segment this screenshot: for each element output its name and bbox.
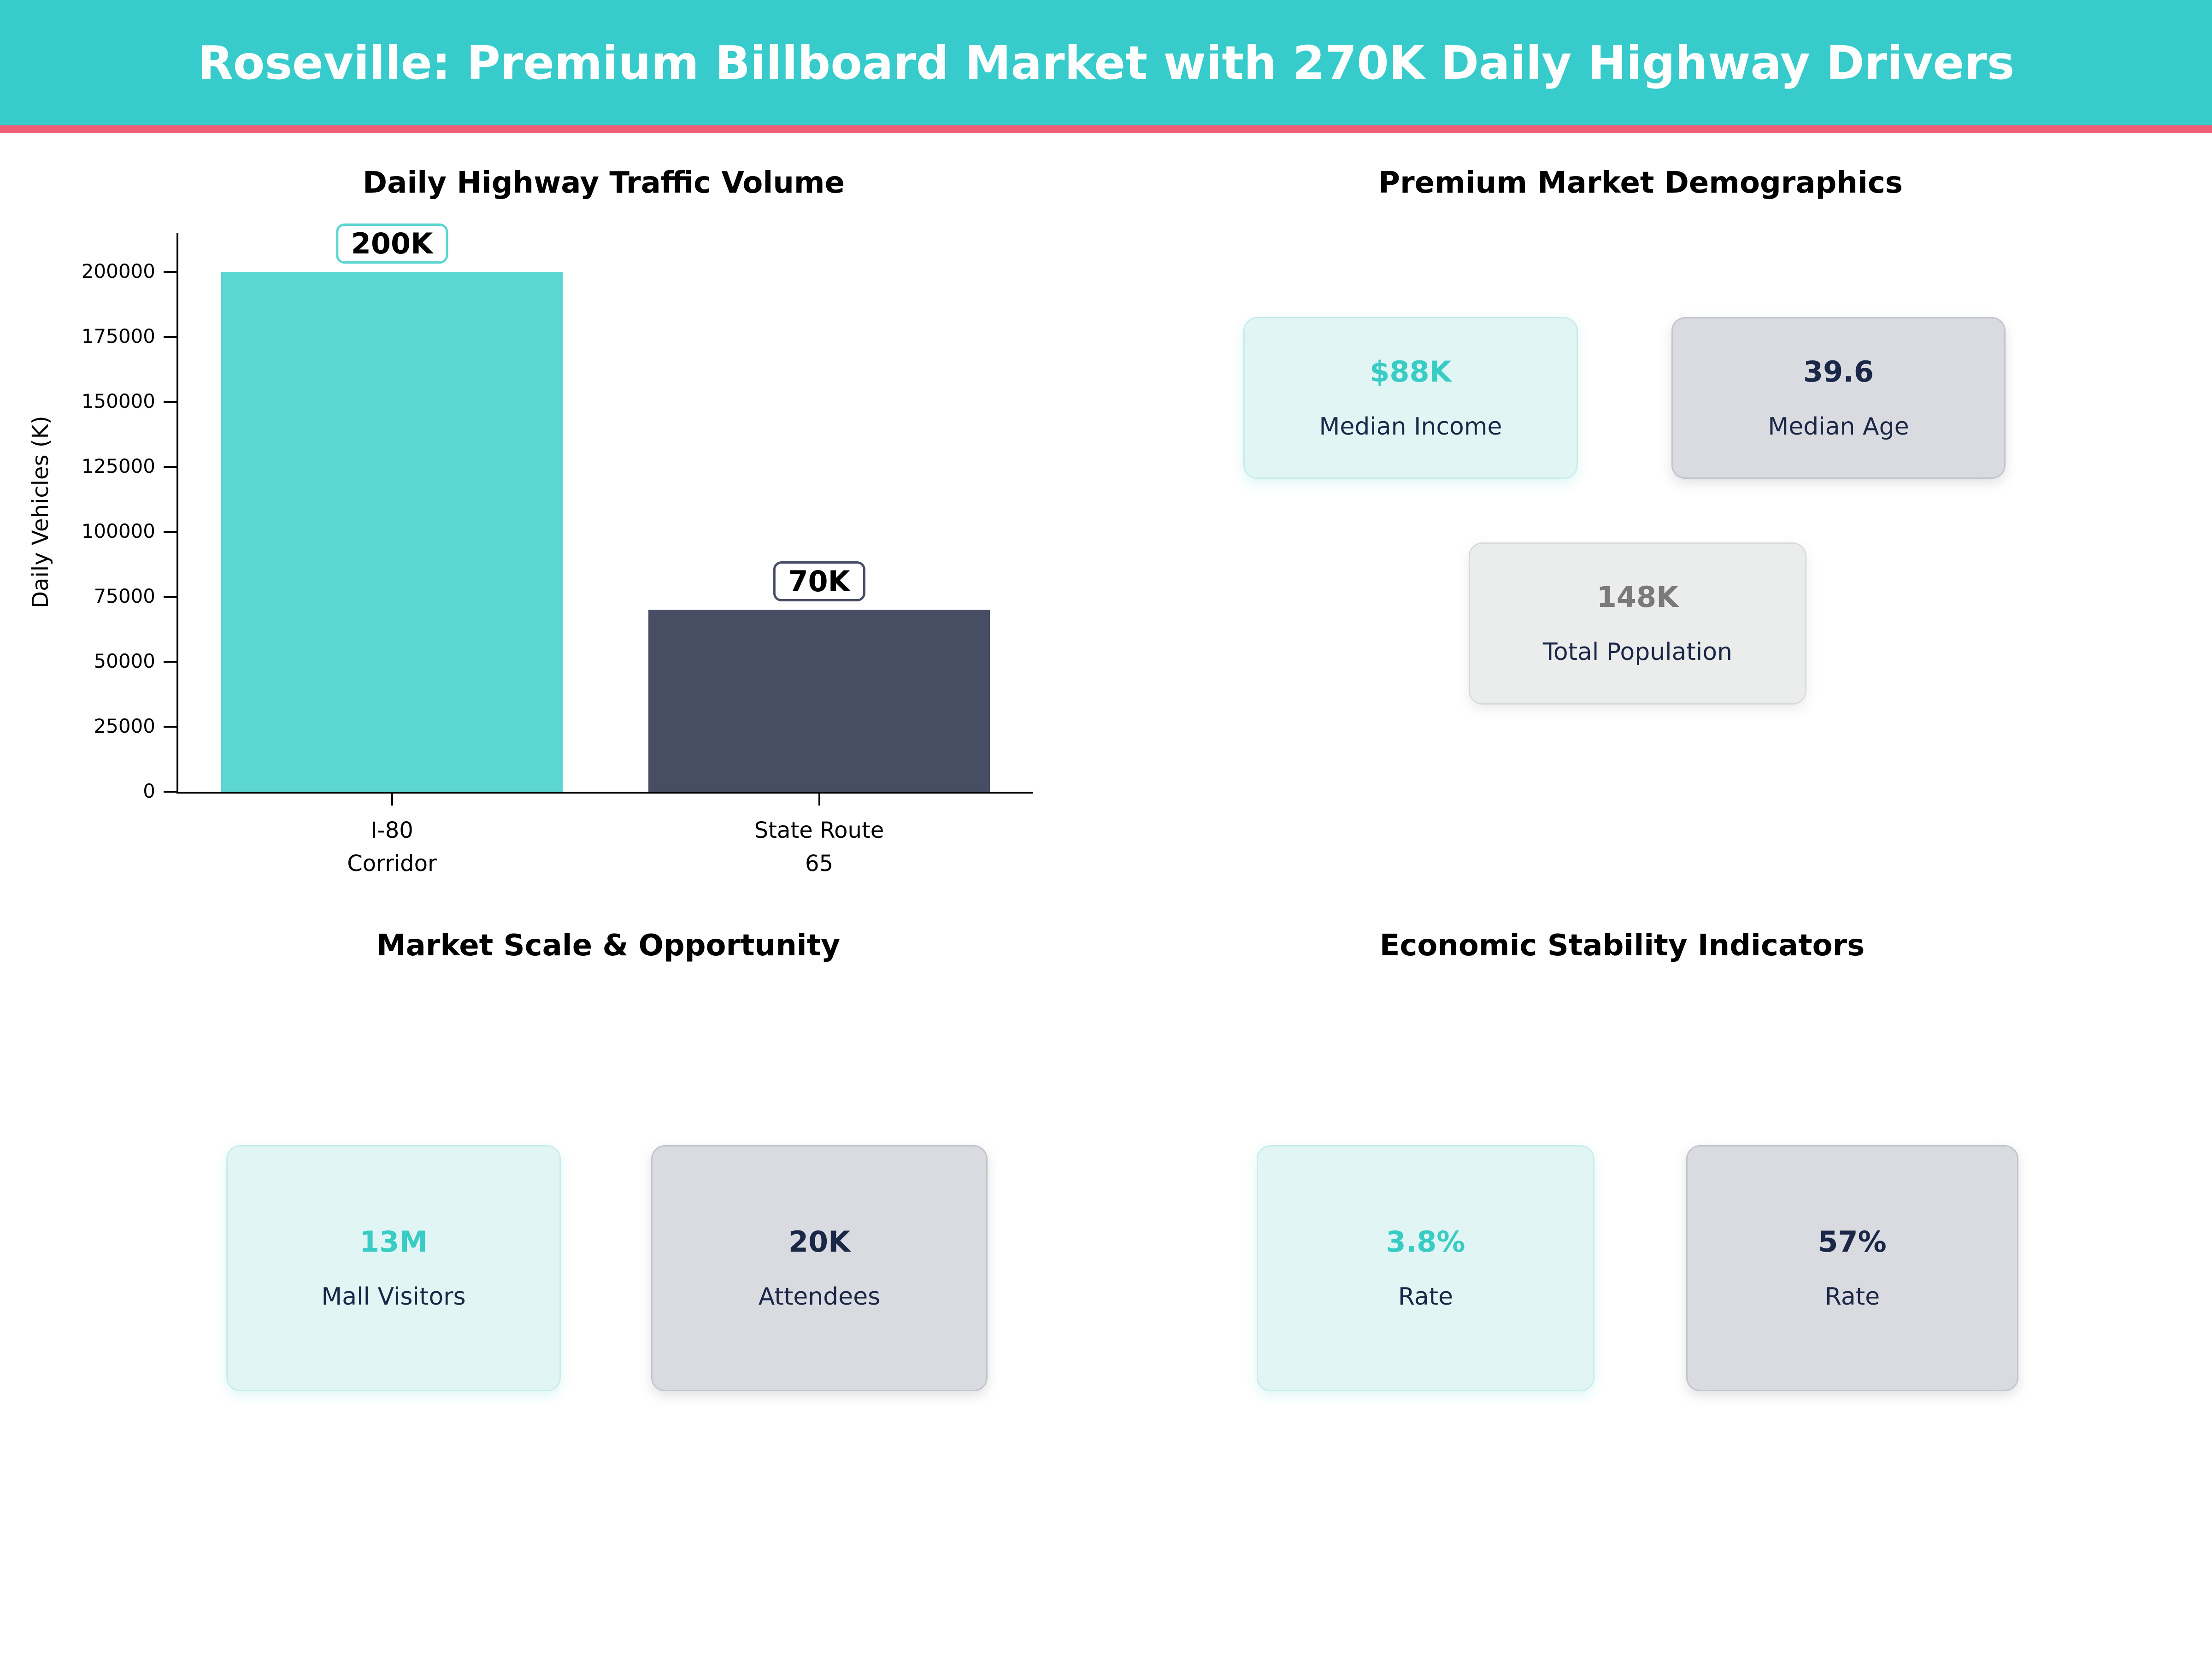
y-axis-tick-label: 100000 [81, 519, 155, 542]
stat-value: $88K [1370, 354, 1452, 388]
y-axis-tick [164, 465, 176, 468]
x-axis-category-line: State Route [754, 818, 884, 843]
stat-card-rate-teal: 3.8% Rate [1257, 1145, 1594, 1391]
stat-value: 57% [1818, 1225, 1887, 1259]
x-axis-category-line: 65 [805, 851, 834, 877]
x-axis-category-line: Corridor [347, 851, 437, 877]
stat-card-median-income: $88K Median Income [1243, 317, 1578, 479]
y-axis-tick-label: 175000 [81, 324, 155, 347]
header-banner: Roseville: Premium Billboard Market with… [0, 0, 2212, 125]
y-axis-tick-label: 125000 [81, 454, 155, 477]
bar-value-label: 200K [335, 223, 448, 264]
stat-card-mall-visitors: 13M Mall Visitors [226, 1145, 561, 1391]
stat-card-rate-gray: 57% Rate [1686, 1145, 2018, 1391]
y-axis-label: Daily Vehicles (K) [28, 416, 53, 608]
x-axis-category-label: State Route 65 [754, 814, 884, 880]
section-title-market-scale: Market Scale & Opportunity [376, 929, 841, 963]
bar-1 [648, 610, 990, 792]
stat-label: Median Income [1319, 412, 1502, 441]
stat-label: Mall Visitors [321, 1283, 466, 1311]
stat-value: 3.8% [1386, 1225, 1465, 1259]
y-axis-tick [164, 271, 176, 273]
y-axis-tick-label: 75000 [94, 584, 155, 607]
stat-card-total-population: 148K Total Population [1469, 542, 1806, 705]
y-axis-tick-label: 150000 [81, 389, 155, 412]
y-axis-tick [164, 595, 176, 598]
x-axis-category-label: I-80 Corridor [347, 814, 436, 880]
y-axis-tick [164, 791, 176, 793]
y-axis-tick-label: 0 [143, 780, 155, 802]
stat-value: 13M [359, 1225, 428, 1259]
stat-label: Attendees [758, 1283, 881, 1311]
stat-value: 20K [788, 1225, 851, 1259]
x-axis-tick [818, 794, 820, 806]
page-title: Roseville: Premium Billboard Market with… [197, 35, 2015, 90]
section-title-traffic: Daily Highway Traffic Volume [363, 166, 845, 200]
header-accent-line [0, 125, 2212, 133]
x-axis-category-line: I-80 [371, 818, 413, 843]
y-axis-tick [164, 725, 176, 728]
y-axis-tick [164, 335, 176, 338]
stat-label: Median Age [1768, 412, 1909, 441]
stat-value: 148K [1596, 580, 1679, 614]
x-axis-tick [391, 794, 393, 806]
section-title-economic: Economic Stability Indicators [1379, 929, 1865, 963]
y-axis-tick-label: 200000 [81, 259, 155, 282]
bar-value-label: 70K [773, 561, 865, 602]
y-axis-tick-label: 50000 [94, 649, 155, 672]
bar-0 [221, 271, 563, 792]
y-axis-tick [164, 660, 176, 663]
stat-label: Rate [1824, 1283, 1880, 1311]
traffic-bar-chart: 0 25000 50000 75000 100000 125000 150000 175000… [82, 223, 1033, 877]
stat-card-median-age: 39.6 Median Age [1671, 317, 2006, 479]
y-axis-tick [164, 400, 176, 403]
stat-value: 39.6 [1803, 354, 1874, 388]
y-axis-tick [164, 530, 176, 533]
y-axis-tick-label: 25000 [94, 714, 155, 737]
stat-label: Rate [1398, 1283, 1453, 1311]
stat-label: Total Population [1542, 638, 1733, 666]
section-title-demographics: Premium Market Demographics [1378, 166, 1903, 200]
stat-card-attendees: 20K Attendees [651, 1145, 988, 1391]
